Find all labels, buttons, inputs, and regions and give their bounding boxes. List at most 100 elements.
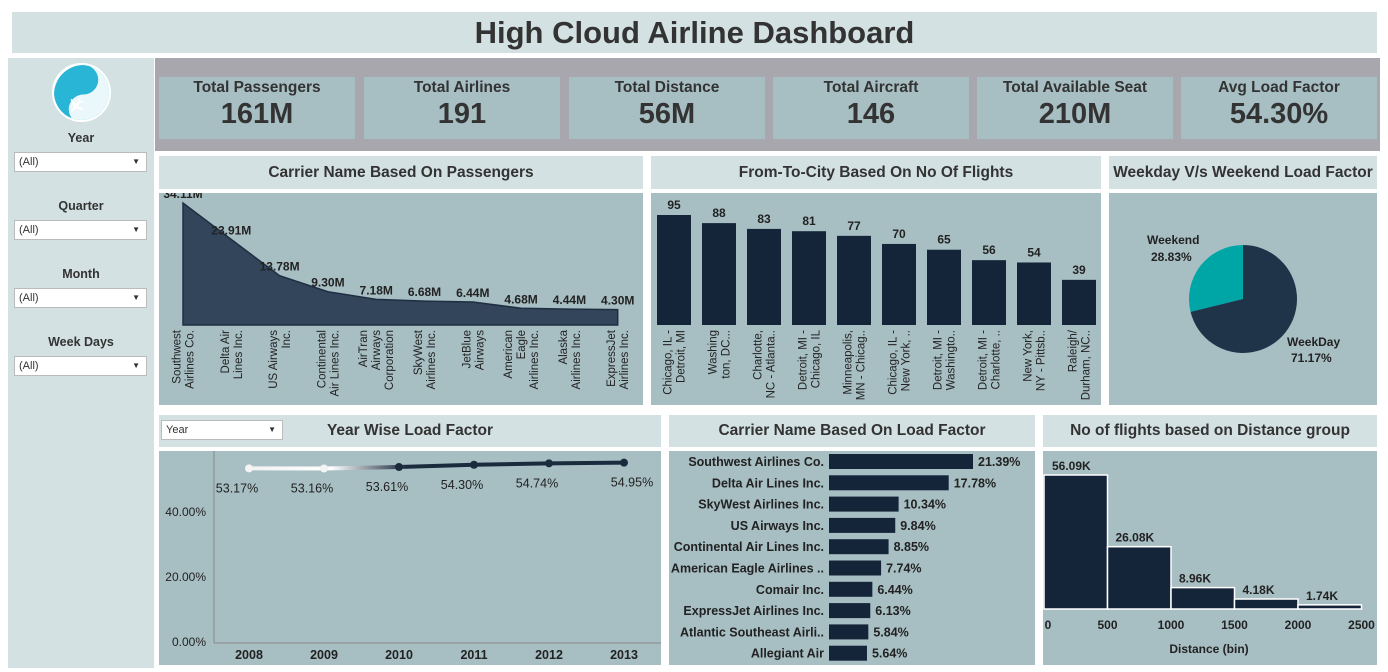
data-label: 8.96K — [1179, 572, 1211, 586]
y-tick-label: Delta Air Lines Inc. — [712, 476, 824, 490]
x-tick-label: Raleigh/ — [1068, 329, 1080, 372]
data-label: 6.68M — [408, 285, 441, 299]
bar — [829, 645, 867, 661]
slice-value: 71.17% — [1291, 351, 1332, 365]
x-tick-label: Charlotte, .. — [991, 330, 1003, 389]
y-tick-label: Continental Air Lines Inc. — [674, 540, 824, 554]
data-point — [470, 460, 478, 469]
panel-title: Year Wise Load Factor — [326, 422, 494, 439]
data-label: 6.44M — [456, 286, 489, 300]
x-tick-label: ton, DC... — [721, 330, 733, 379]
quarter-filter-label: Quarter — [58, 199, 104, 213]
bar — [829, 454, 973, 469]
month-filter-select[interactable]: (All) ▼ — [14, 288, 147, 308]
x-tick-label: Airways — [371, 330, 383, 371]
kpi-label: Total Passengers — [193, 79, 321, 96]
data-label: 5.84% — [873, 625, 908, 639]
data-label: 54.30% — [441, 478, 483, 492]
x-tick-label: Washing — [708, 330, 720, 374]
kpi-value: 54.30% — [1229, 98, 1329, 130]
x-tick-label: 2009 — [310, 648, 338, 662]
bar — [657, 215, 691, 325]
data-label: 13.78M — [260, 260, 300, 274]
x-tick-label: SkyWest — [413, 329, 425, 375]
x-tick-label: Detroit, MI - — [933, 330, 945, 390]
x-tick-label: Lines Inc. — [233, 330, 245, 379]
bar — [829, 560, 882, 576]
carrier-passengers-header: Carrier Name Based On Passengers — [159, 156, 643, 189]
kpi-value: 191 — [437, 98, 487, 130]
weekdays-filter-value: (All) — [19, 360, 39, 372]
y-tick-label: ExpressJet Airlines Inc. — [683, 604, 824, 618]
data-label: 53.61% — [366, 480, 408, 494]
data-label: 4.30M — [601, 294, 634, 308]
chevron-down-icon: ▼ — [132, 225, 140, 234]
x-tick-label: 2008 — [235, 648, 263, 662]
data-point — [620, 458, 628, 467]
carrier-load-svg: Southwest Airlines Co. 21.39% Delta Air Li… — [671, 454, 1020, 661]
quarter-filter-select[interactable]: (All) ▼ — [14, 220, 147, 240]
x-tick-label: Southwest — [172, 329, 184, 384]
x-tick-label: Delta Air — [220, 330, 232, 374]
weekdays-filter-select[interactable]: (All) ▼ — [14, 356, 147, 376]
x-tick-label: JetBlue — [461, 330, 473, 368]
airline-logo-icon — [52, 63, 111, 122]
passenger-area — [182, 201, 619, 326]
kpi-card-total-distance: Total Distance 56M — [569, 77, 765, 139]
data-point — [545, 459, 553, 468]
pie-slice-weekend — [1189, 245, 1243, 312]
weekdays-filter-label: Week Days — [48, 335, 114, 349]
x-tick-label: Inc. — [281, 330, 293, 349]
x-tick-label: ExpressJet — [606, 329, 618, 387]
kpi-value: 210M — [1038, 98, 1112, 130]
bar — [1043, 474, 1109, 610]
year-dropdown-value: Year — [166, 424, 189, 436]
bar — [792, 231, 826, 325]
bar — [829, 496, 899, 512]
x-tick-label: NY - Pittsb.. — [1036, 330, 1048, 391]
data-label: 7.18M — [360, 283, 393, 297]
data-label: 53.16% — [291, 481, 333, 495]
x-tick-label: Airlines Co. — [185, 330, 197, 389]
x-tick-label: 2012 — [535, 648, 563, 662]
load-factor-line — [248, 460, 625, 471]
data-label: 4.18K — [1243, 583, 1275, 597]
x-tick-label: 2010 — [385, 648, 413, 662]
bar — [829, 624, 869, 640]
bar — [1297, 604, 1363, 610]
panel-title: Carrier Name Based On Passengers — [268, 163, 534, 181]
data-label: 54.95% — [611, 476, 653, 490]
panel-title: From-To-City Based On No Of Flights — [738, 163, 1014, 181]
year-dropdown[interactable]: Year ▼ — [161, 420, 283, 440]
panel-title: Weekday V/s Weekend Load Factor — [1113, 163, 1373, 181]
bar — [837, 235, 871, 325]
bar — [747, 228, 781, 325]
data-label: 81 — [802, 214, 816, 228]
y-tick-label: Atlantic Southeast Airli.. — [680, 625, 824, 639]
page-title: High Cloud Airline Dashboard — [474, 14, 915, 50]
x-tick-label: MN - Chicag.. — [856, 330, 868, 400]
data-label: 26.08K — [1116, 531, 1155, 545]
y-tick-label: US Airways Inc. — [731, 519, 824, 533]
weekday-weekend-header: Weekday V/s Weekend Load Factor — [1109, 156, 1377, 189]
x-tick-label: 1500 — [1221, 618, 1248, 632]
bar — [882, 243, 916, 325]
kpi-label: Total Airlines — [413, 79, 511, 96]
data-label: 53.17% — [216, 481, 258, 495]
x-tick-label: Eagle — [516, 330, 528, 359]
data-label: 21.39% — [978, 455, 1020, 469]
bar — [702, 223, 736, 325]
distance-group-svg: 56.09K 26.08K 8.96K 4.18K 1.74K 0 500 1000 1500 2… — [1043, 459, 1375, 656]
data-label: 5.64% — [872, 647, 907, 661]
year-filter-select[interactable]: (All) ▼ — [14, 152, 147, 172]
kpi-band — [155, 58, 1380, 151]
x-tick-label: Airways — [474, 330, 486, 371]
x-axis-label: Distance (bin) — [1169, 642, 1248, 656]
x-tick-label: Airlines Inc. — [619, 330, 631, 389]
panel-title: No of flights based on Distance group — [1070, 422, 1350, 439]
year-filter-value: (All) — [19, 156, 39, 168]
bar — [1106, 545, 1172, 610]
x-tick-label: Minneapolis, — [843, 330, 855, 395]
kpi-label: Total Distance — [614, 79, 720, 96]
x-tick-label: Charlotte, — [753, 330, 765, 380]
